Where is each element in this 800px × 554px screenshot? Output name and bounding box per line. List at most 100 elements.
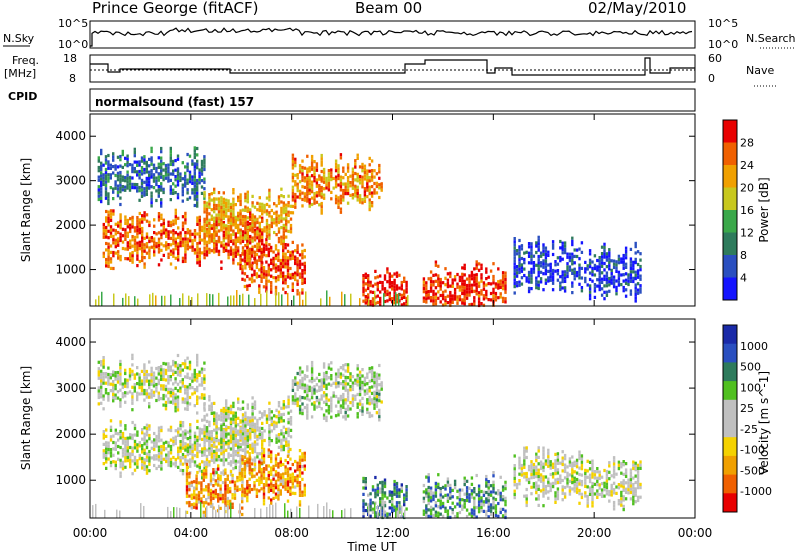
date-title: 02/May/2010 xyxy=(588,0,686,17)
echo-cell xyxy=(296,185,299,189)
echo-cell xyxy=(107,447,110,452)
echo-cell xyxy=(152,173,156,177)
ground-scatter-cell xyxy=(233,295,235,306)
echo-cell xyxy=(239,454,242,458)
echo-cell xyxy=(222,419,225,423)
echo-cell xyxy=(282,207,285,211)
echo-cell xyxy=(202,504,205,508)
echo-cell xyxy=(217,197,221,201)
echo-cell xyxy=(261,446,264,450)
echo-cell xyxy=(520,282,524,286)
echo-cell xyxy=(634,241,637,245)
echo-cell xyxy=(208,434,211,438)
echo-cell xyxy=(310,164,314,168)
echo-cell xyxy=(286,486,290,490)
echo-cell xyxy=(475,292,478,296)
echo-cell xyxy=(210,446,213,450)
echo-cell xyxy=(260,247,263,251)
echo-cell xyxy=(119,232,122,236)
echo-cell xyxy=(205,247,209,251)
echo-cell xyxy=(195,477,198,481)
echo-cell xyxy=(376,275,379,279)
echo-cell xyxy=(174,396,177,400)
echo-cell xyxy=(405,488,408,492)
echo-cell xyxy=(102,407,105,411)
echo-cell xyxy=(362,290,365,294)
echo-cell xyxy=(381,281,384,285)
echo-cell xyxy=(282,274,285,278)
echo-cell xyxy=(248,277,251,281)
echo-cell xyxy=(513,281,516,285)
echo-cell xyxy=(243,256,247,260)
echo-cell xyxy=(105,209,108,214)
echo-cell xyxy=(184,174,187,179)
echo-cell xyxy=(603,297,606,301)
echo-cell xyxy=(232,411,235,415)
echo-cell xyxy=(530,248,533,252)
echo-cell xyxy=(198,178,201,182)
echo-cell xyxy=(215,458,218,462)
echo-cell xyxy=(233,487,237,491)
echo-cell xyxy=(234,235,237,239)
echo-cell xyxy=(210,249,213,253)
echo-cell xyxy=(167,365,170,369)
echo-cell xyxy=(246,463,249,468)
echo-cell xyxy=(346,185,350,189)
echo-cell xyxy=(169,243,173,247)
echo-cell xyxy=(145,186,148,190)
echo-cell xyxy=(179,420,182,424)
echo-cell xyxy=(282,425,285,429)
echo-cell xyxy=(363,376,367,380)
echo-cell xyxy=(518,267,521,271)
echo-cell xyxy=(513,278,516,282)
echo-cell xyxy=(179,459,182,463)
echo-cell xyxy=(164,163,168,168)
echo-cell xyxy=(169,162,172,166)
echo-cell xyxy=(234,241,237,246)
echo-cell xyxy=(380,400,383,404)
echo-cell xyxy=(177,216,180,220)
echo-cell xyxy=(219,487,222,491)
echo-cell xyxy=(116,171,120,175)
echo-cell xyxy=(265,477,268,481)
echo-cell xyxy=(298,189,302,193)
echo-cell xyxy=(177,427,180,431)
echo-cell xyxy=(237,198,240,203)
echo-cell xyxy=(284,291,287,295)
echo-cell xyxy=(177,258,180,262)
echo-cell xyxy=(344,411,347,415)
echo-cell xyxy=(573,274,576,278)
echo-cell xyxy=(268,424,271,428)
echo-cell xyxy=(303,195,307,199)
echo-cell xyxy=(172,388,175,392)
echo-cell xyxy=(272,250,275,254)
echo-cell xyxy=(250,487,254,492)
echo-cell xyxy=(620,273,623,277)
echo-cell xyxy=(136,248,139,252)
echo-cell xyxy=(301,455,304,459)
echo-cell xyxy=(279,460,282,464)
echo-cell xyxy=(145,430,149,434)
echo-cell xyxy=(437,274,440,278)
echo-cell xyxy=(202,513,205,518)
echo-cell xyxy=(201,228,204,233)
echo-cell xyxy=(102,359,105,363)
echo-cell xyxy=(169,400,172,404)
echo-cell xyxy=(449,290,452,295)
echo-cell xyxy=(395,507,399,511)
echo-cell xyxy=(320,397,323,401)
echo-cell xyxy=(114,428,117,432)
echo-cell xyxy=(310,367,314,371)
echo-cell xyxy=(274,285,278,289)
echo-cell xyxy=(598,275,601,279)
echo-cell xyxy=(222,191,225,195)
echo-cell xyxy=(225,412,228,416)
echo-cell xyxy=(349,174,352,178)
echo-cell xyxy=(268,430,271,434)
echo-cell xyxy=(200,393,204,397)
echo-cell xyxy=(475,260,478,264)
echo-cell xyxy=(193,184,196,188)
echo-cell xyxy=(339,178,343,182)
echo-cell xyxy=(248,255,251,259)
echo-cell xyxy=(256,242,259,246)
